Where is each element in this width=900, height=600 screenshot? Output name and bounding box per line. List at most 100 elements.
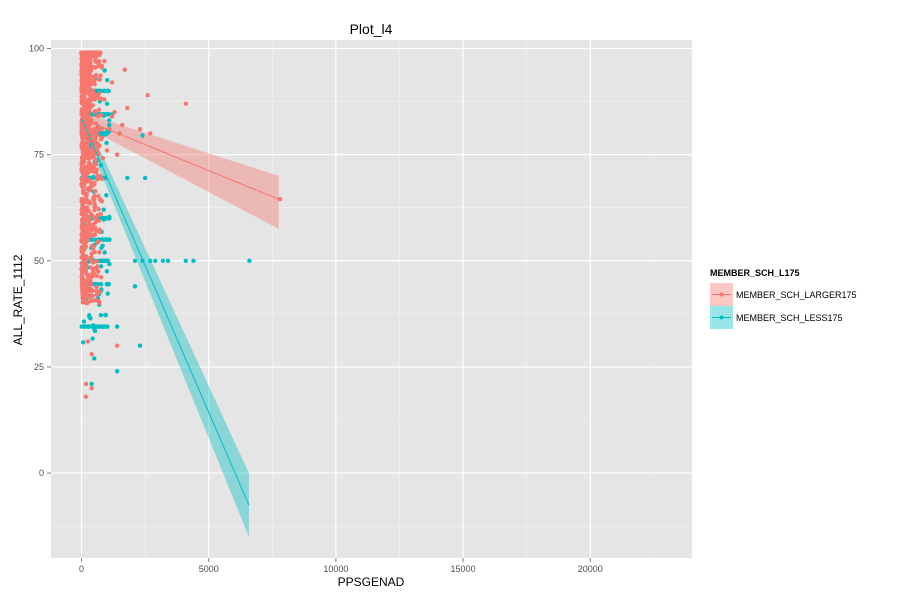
data-point	[79, 125, 85, 130]
data-point	[79, 223, 85, 229]
data-point	[84, 101, 90, 107]
data-point	[109, 80, 115, 85]
data-point	[114, 324, 120, 329]
data-point	[89, 168, 95, 173]
data-point	[92, 326, 97, 331]
plot-panel	[51, 40, 692, 558]
legend: MEMBER_SCH_L175 MEMBER_SCH_LARGER175 MEMB…	[710, 268, 857, 329]
data-point	[114, 343, 120, 348]
data-point	[92, 207, 97, 213]
data-point	[81, 152, 86, 158]
data-point	[93, 220, 98, 225]
x-tick-label: 0	[79, 564, 84, 574]
data-point	[79, 78, 84, 83]
data-point	[132, 284, 138, 289]
data-point	[104, 140, 109, 146]
data-point	[83, 268, 89, 273]
data-point	[94, 88, 99, 94]
data-point	[82, 206, 87, 211]
data-point	[100, 131, 105, 136]
data-point	[114, 368, 120, 374]
data-point	[80, 340, 86, 345]
data-point	[93, 216, 98, 221]
x-tick-label: 10000	[323, 564, 348, 574]
data-point	[96, 107, 102, 113]
data-point	[80, 56, 85, 61]
confidence-band	[81, 112, 279, 229]
x-tick-label: 5000	[199, 564, 219, 574]
data-point	[103, 312, 108, 318]
data-point	[83, 61, 88, 67]
data-point	[92, 204, 98, 209]
fit-line	[81, 118, 250, 506]
data-point	[88, 255, 93, 261]
data-point	[99, 135, 105, 140]
data-point	[93, 265, 99, 271]
data-point	[86, 91, 91, 96]
data-point	[80, 66, 85, 71]
legend-label: MEMBER_SCH_LARGER175	[736, 290, 857, 300]
data-point	[88, 211, 94, 217]
data-point	[92, 127, 97, 132]
data-point	[87, 162, 92, 167]
data-point	[79, 168, 84, 173]
data-point	[102, 68, 107, 73]
data-point	[80, 265, 85, 270]
data-point	[85, 151, 91, 156]
x-axis-ticks: 0 5000 10000 15000 20000	[79, 558, 603, 574]
data-point	[93, 72, 99, 78]
data-point	[79, 273, 85, 278]
data-point	[80, 254, 85, 259]
data-point	[137, 126, 143, 132]
data-point	[79, 248, 85, 253]
data-point	[104, 112, 109, 117]
data-point	[81, 291, 86, 296]
data-point	[88, 184, 94, 190]
data-point	[90, 298, 95, 303]
data-point	[89, 351, 94, 357]
y-tick-label: 50	[34, 256, 44, 266]
legend-key-point	[719, 292, 724, 297]
data-point	[81, 144, 86, 149]
data-point	[92, 271, 97, 276]
data-point	[79, 285, 85, 291]
data-point	[90, 196, 96, 201]
data-point	[91, 244, 96, 249]
data-point	[87, 72, 92, 78]
data-point	[99, 258, 105, 263]
data-point	[96, 206, 101, 212]
data-point	[125, 105, 130, 111]
data-points	[79, 50, 283, 399]
data-point	[80, 107, 86, 112]
data-point	[94, 177, 100, 182]
data-point	[84, 50, 90, 56]
data-point	[80, 300, 86, 305]
data-point	[95, 132, 100, 138]
data-point	[107, 216, 112, 221]
data-point	[94, 292, 99, 297]
data-point	[97, 227, 102, 233]
data-point	[109, 114, 115, 119]
data-point	[94, 284, 99, 290]
data-point	[97, 173, 103, 179]
data-point	[91, 94, 96, 99]
data-point	[107, 237, 112, 242]
data-point	[81, 159, 86, 165]
data-point	[81, 133, 87, 139]
data-point	[92, 232, 98, 237]
data-point	[93, 161, 99, 167]
data-point	[97, 127, 103, 132]
data-point	[82, 261, 87, 267]
data-point	[87, 275, 93, 280]
data-point	[92, 181, 97, 186]
data-point	[81, 228, 86, 233]
data-point	[89, 287, 94, 292]
data-point	[80, 96, 86, 102]
minor-gridlines	[51, 40, 692, 558]
data-point	[83, 193, 88, 198]
data-point	[89, 50, 94, 55]
data-point	[86, 199, 92, 204]
data-point	[85, 155, 90, 161]
data-point	[96, 218, 102, 223]
data-point	[104, 148, 110, 153]
